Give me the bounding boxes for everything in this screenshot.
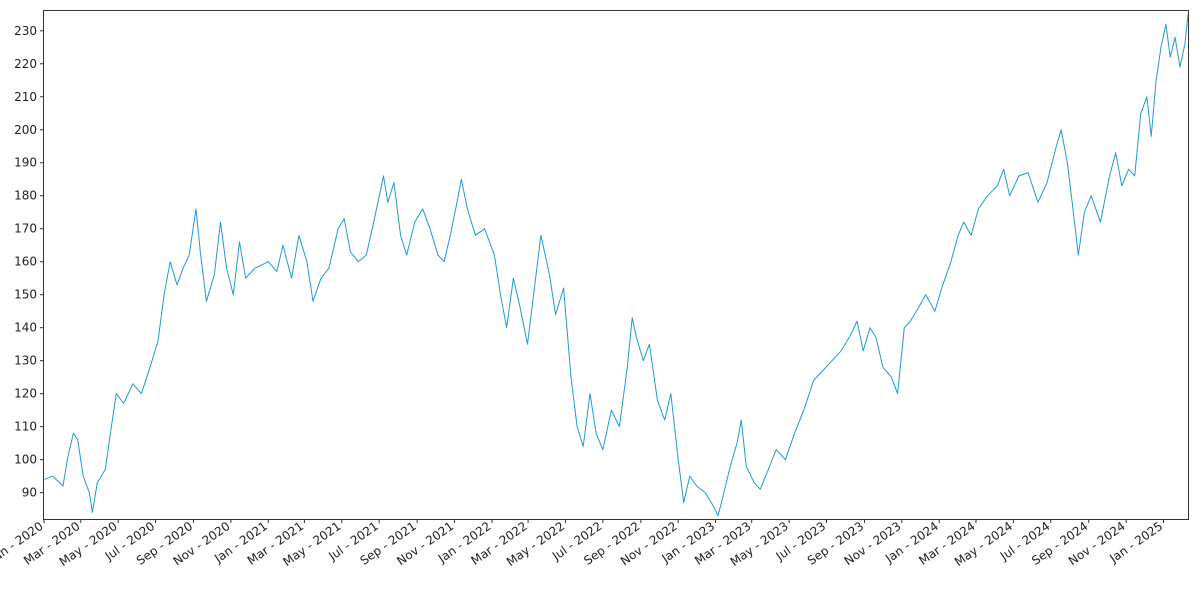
y-tick-label: 160: [14, 255, 37, 269]
plot-frame: [43, 10, 1189, 520]
y-tick-label: 150: [14, 288, 37, 302]
plot-area: [44, 14, 1189, 517]
y-tick-label: 130: [14, 354, 37, 368]
series-line-0: [44, 14, 1189, 517]
y-tick-label: 90: [22, 486, 37, 500]
y-tick-label: 210: [14, 90, 37, 104]
y-tick-label: 220: [14, 57, 37, 71]
y-tick-label: 140: [14, 321, 37, 335]
y-tick-label: 110: [14, 420, 37, 434]
y-tick-label: 100: [14, 453, 37, 467]
y-tick-label: 170: [14, 222, 37, 236]
y-tick-label: 120: [14, 387, 37, 401]
y-tick-label: 180: [14, 189, 37, 203]
y-tick-label: 230: [14, 24, 37, 38]
y-axis: 90 100 110 120 130 140 150 160 170 180 190 200 210 22…: [14, 24, 44, 500]
y-tick-label: 190: [14, 156, 37, 170]
y-tick-label: 200: [14, 123, 37, 137]
